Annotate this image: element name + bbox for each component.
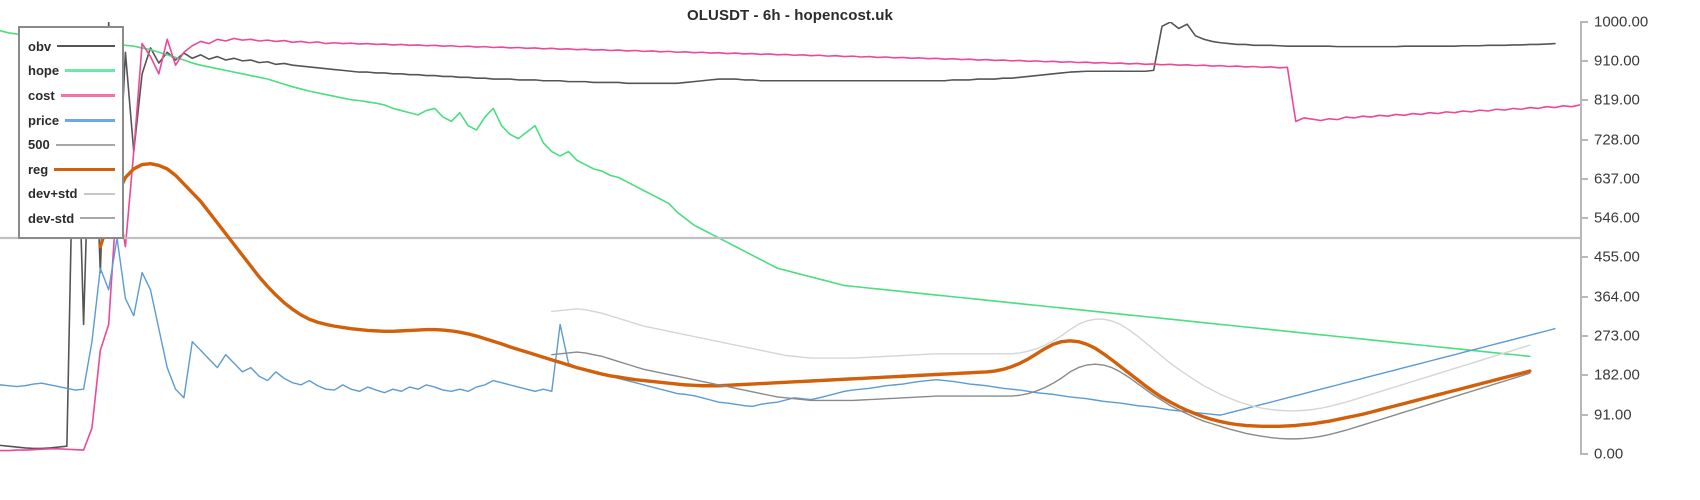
series-line-reg xyxy=(100,164,1530,427)
legend-item-hope[interactable]: hope xyxy=(28,59,116,84)
y-axis-tick-label: 1000.00 xyxy=(1594,13,1649,31)
y-axis-tick-label: 637.00 xyxy=(1594,170,1640,188)
legend-color-swatch xyxy=(57,45,115,48)
y-axis-tick-label: 819.00 xyxy=(1594,91,1640,109)
legend-color-swatch xyxy=(80,217,115,220)
series-line-hope xyxy=(0,31,1530,357)
legend-item-cost[interactable]: cost xyxy=(28,83,116,108)
legend-item-reg[interactable]: reg xyxy=(28,157,116,182)
legend-color-swatch xyxy=(55,143,115,146)
legend-item-price[interactable]: price xyxy=(28,108,116,133)
y-axis-tick-label: 364.00 xyxy=(1594,288,1640,306)
y-axis-tick xyxy=(1580,217,1588,220)
y-axis-tick xyxy=(1580,335,1588,338)
y-axis-tick xyxy=(1580,453,1588,455)
y-axis-tick-label: 273.00 xyxy=(1594,327,1640,345)
legend-item-label: dev-std xyxy=(28,210,75,226)
y-axis-tick xyxy=(1580,99,1588,102)
legend-item-label: obv xyxy=(28,38,52,54)
series-line-dev-std xyxy=(552,352,1530,439)
y-axis-tick-label: 182.00 xyxy=(1594,366,1640,384)
legend-item-label: dev+std xyxy=(28,186,78,202)
legend-item-dev-std[interactable]: dev+std xyxy=(28,182,116,207)
legend-item-label: reg xyxy=(28,161,49,177)
legend-color-swatch xyxy=(83,192,115,195)
plot-area xyxy=(0,22,1580,454)
legend-item-label: cost xyxy=(28,87,55,103)
legend-item-label: hope xyxy=(28,63,60,79)
legend-item-label: price xyxy=(28,112,60,128)
y-axis-tick-label: 0.00 xyxy=(1594,445,1624,463)
y-axis-tick-label: 546.00 xyxy=(1594,209,1640,227)
y-axis-tick-label: 455.00 xyxy=(1594,248,1640,266)
series-canvas xyxy=(0,22,1580,454)
y-axis-tick xyxy=(1580,59,1588,62)
legend-item-500[interactable]: 500 xyxy=(28,132,116,157)
y-axis-tick xyxy=(1580,256,1588,259)
y-axis-tick-label: 91.00 xyxy=(1594,406,1632,424)
y-axis-tick xyxy=(1580,177,1588,180)
series-line-dev-std xyxy=(552,309,1530,411)
page-title: OLUSDT - 6h - hopencost.uk xyxy=(687,7,893,24)
y-axis-tick-label: 728.00 xyxy=(1594,131,1640,148)
y-axis-line xyxy=(1580,22,1582,454)
legend-item-obv[interactable]: obv xyxy=(28,34,116,59)
series-line-price xyxy=(0,238,1555,415)
legend-color-swatch xyxy=(65,118,115,122)
legend-item-label: 500 xyxy=(28,137,50,153)
y-axis-tick xyxy=(1580,374,1588,377)
legend-color-swatch xyxy=(65,69,115,73)
legend-item-dev-std[interactable]: dev-std xyxy=(28,206,116,231)
legend-color-swatch xyxy=(54,167,115,171)
series-line-obv xyxy=(0,22,1555,448)
y-axis-tick xyxy=(1580,413,1588,416)
legend-color-swatch xyxy=(60,93,115,97)
legend[interactable]: obv hope cost price 500 reg dev+std dev-std xyxy=(18,26,124,239)
y-axis-tick xyxy=(1580,295,1588,298)
series-line-cost xyxy=(0,38,1580,450)
y-axis-tick-label: 910.00 xyxy=(1594,52,1640,70)
y-axis: 1000.00 910.00 819.00 728.00 637.00 546.00 455… xyxy=(1580,14,1700,463)
y-axis-tick xyxy=(1580,138,1588,141)
y-axis-tick xyxy=(1580,21,1588,23)
